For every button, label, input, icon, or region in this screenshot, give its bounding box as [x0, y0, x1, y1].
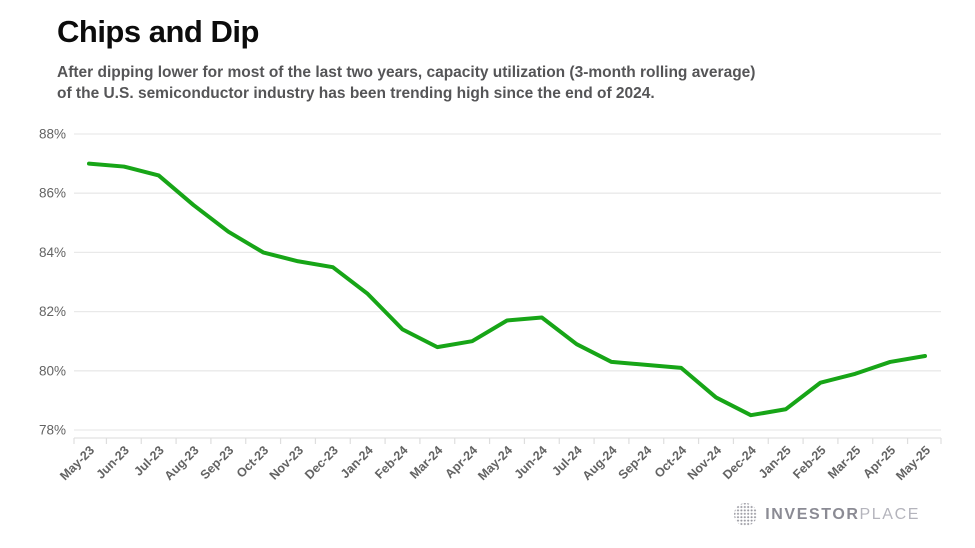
data-series-line	[87, 161, 927, 418]
y-tick-label: 84%	[39, 245, 66, 260]
chart-subtitle-line2: of the U.S. semiconductor industry has b…	[57, 85, 655, 102]
chart-header: Chips and Dip After dipping lower for mo…	[57, 14, 917, 104]
y-tick-label: 86%	[39, 186, 66, 201]
logo-text-investor: INVESTOR	[765, 505, 860, 523]
globe-dots-icon	[734, 503, 758, 526]
x-tick-label: Dec-24	[720, 443, 759, 482]
y-tick-label: 80%	[39, 363, 66, 378]
x-tick-label: Mar-24	[407, 443, 445, 481]
x-tick-label: Oct-24	[652, 443, 689, 480]
investorplace-logo: INVESTORPLACE	[733, 502, 920, 527]
x-tick-label: May-25	[893, 443, 933, 483]
x-tick-label: Feb-25	[790, 443, 828, 481]
x-tick-label: Apr-25	[860, 443, 898, 481]
y-tick-label: 82%	[39, 304, 66, 319]
x-tick-label: Jun-23	[94, 443, 132, 481]
x-tick-label: Jun-24	[512, 443, 550, 481]
x-tick-label: Sep-24	[616, 443, 655, 482]
x-tick-label: Dec-23	[302, 443, 341, 482]
x-tick-label: Nov-24	[685, 443, 724, 482]
x-tick-label: Sep-23	[198, 443, 237, 482]
logo-text-place: PLACE	[859, 505, 920, 523]
chart-subtitle-line1: After dipping lower for most of the last…	[57, 64, 756, 81]
chart-title: Chips and Dip	[57, 14, 259, 49]
x-tick-label: Mar-25	[825, 443, 863, 481]
x-tick-label: May-23	[57, 443, 97, 483]
x-tick-label: Aug-23	[162, 443, 202, 483]
x-tick-label: Aug-24	[580, 443, 620, 483]
x-tick-label: Feb-24	[372, 443, 410, 481]
x-tick-label: Nov-23	[267, 443, 306, 482]
chart-subtitle: After dipping lower for most of the last…	[57, 62, 887, 104]
x-tick-label: Oct-23	[234, 443, 271, 480]
logo-wordmark: INVESTORPLACE	[765, 506, 920, 524]
x-tick-label: Apr-24	[442, 443, 480, 481]
x-tick-label: Jan-24	[338, 443, 376, 481]
y-tick-label: 88%	[39, 127, 66, 142]
y-tick-label: 78%	[39, 423, 66, 438]
x-tick-label: May-24	[475, 443, 515, 483]
x-tick-label: Jan-25	[756, 443, 794, 481]
